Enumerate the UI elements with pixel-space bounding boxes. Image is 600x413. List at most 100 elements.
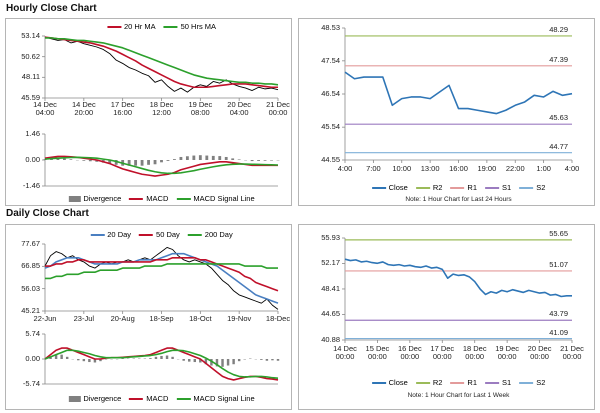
y-tick-label: 50.62	[21, 51, 40, 61]
series-line	[344, 71, 573, 115]
x-tick-label: 4:00	[337, 164, 353, 173]
divergence-bar	[199, 359, 202, 363]
legend-item: 50 Day	[139, 230, 180, 239]
legend-swatch	[163, 26, 178, 29]
divergence-bar	[127, 160, 131, 166]
y-tick-label: 0.00	[25, 354, 40, 363]
legend-swatch	[415, 382, 430, 385]
x-tick-label: 15 Dec 00:00	[365, 344, 390, 361]
legend-swatch	[450, 187, 465, 190]
x-tick-label: 4:00	[564, 164, 580, 173]
chart-note: Note: 1 Hour Chart for Last 1 Week	[407, 392, 510, 399]
series-line	[44, 349, 279, 379]
legend-swatch	[519, 382, 534, 385]
divergence-bar	[193, 359, 197, 363]
divergence-bar	[62, 158, 66, 160]
divergence-bar	[95, 160, 99, 162]
x-tick-label: 14 Dec 00:00	[333, 344, 357, 361]
legend-label: 50 Hrs MA	[180, 22, 217, 31]
x-tick-label: 22:00	[505, 164, 525, 173]
legend-label: Close	[388, 183, 408, 192]
divergence-bar	[134, 160, 138, 166]
panel	[5, 224, 292, 410]
legend-swatch	[485, 187, 499, 190]
pivot-label: 48.29	[549, 24, 568, 34]
legend-label: S2	[536, 183, 546, 192]
legend-label: R1	[467, 378, 477, 387]
legend-label: Divergence	[83, 194, 122, 203]
divergence-bar	[153, 160, 157, 165]
divergence-bar	[166, 160, 170, 161]
y-tick-label: 48.11	[21, 72, 40, 82]
x-tick-label: 18 Dec 12:00	[149, 100, 174, 117]
divergence-bar	[93, 359, 97, 363]
x-tick-label: 17 Dec 00:00	[430, 344, 455, 361]
legend-swatch	[139, 234, 154, 237]
x-tick-label: 1:00	[536, 164, 551, 173]
divergence-bar	[182, 359, 185, 361]
section-title: Daily Close Chart	[6, 208, 89, 219]
series-line	[344, 258, 572, 298]
legend-label: S2	[536, 378, 546, 387]
divergence-bar	[192, 155, 196, 160]
x-tick-label: 14 Dec 04:00	[33, 100, 57, 117]
divergence-bar	[43, 159, 47, 160]
x-tick-label: 18 Dec 00:00	[462, 344, 487, 361]
y-tick-label: 45.21	[21, 306, 40, 315]
divergence-bar	[54, 354, 58, 359]
divergence-bar	[260, 359, 263, 360]
divergence-bar	[271, 359, 274, 361]
x-tick-label: 20-Aug	[110, 314, 135, 323]
x-tick-label: 21 Dec 00:00	[560, 344, 584, 361]
x-tick-label: 14 Dec 20:00	[71, 100, 96, 117]
pivot-label: 43.79	[549, 309, 568, 319]
y-tick-label: 48.41	[321, 283, 340, 293]
x-tick-label: 23-Jul	[73, 314, 95, 323]
divergence-bar	[210, 359, 213, 366]
y-tick-label: 52.17	[321, 258, 340, 268]
legend-label: MACD Signal Line	[193, 194, 255, 203]
series-line	[45, 37, 279, 86]
x-tick-label: 13:00	[420, 164, 440, 173]
divergence-bar	[263, 160, 267, 161]
y-tick-label: 55.93	[321, 233, 340, 242]
legend-label: 20 Day	[107, 230, 132, 239]
legend-swatch	[371, 187, 386, 190]
legend-label: Divergence	[83, 394, 122, 403]
divergence-bar	[205, 155, 209, 160]
legend-item: S2	[519, 378, 545, 387]
legend-label: S1	[502, 378, 512, 387]
series-line	[44, 247, 279, 310]
divergence-bar	[232, 359, 235, 365]
divergence-bar	[185, 156, 189, 160]
series-line	[44, 36, 278, 89]
legend-label: MACD	[146, 394, 169, 403]
series-line	[44, 252, 279, 304]
y-tick-label: -5.74	[22, 379, 40, 388]
divergence-bar	[198, 155, 202, 160]
legend-item: R2	[415, 378, 442, 387]
legend-swatch	[450, 382, 465, 385]
divergence-bar	[165, 355, 169, 359]
x-tick-label: 16 Dec 00:00	[397, 344, 422, 361]
x-tick-label: 22-Jun	[33, 314, 57, 323]
divergence-bar	[250, 160, 254, 162]
divergence-bar	[160, 355, 163, 359]
legend-item: Divergence	[68, 194, 121, 203]
legend-item: R1	[450, 183, 477, 192]
pivot-label: 47.39	[549, 54, 568, 64]
divergence-bar	[114, 160, 118, 165]
divergence-bar	[257, 160, 261, 161]
legend-swatch	[68, 196, 81, 203]
y-tick-label: 0.00	[25, 155, 40, 164]
legend-label: R1	[467, 183, 477, 192]
legend-item: MACD	[129, 194, 168, 203]
y-tick-label: 44.65	[321, 309, 340, 319]
x-tick-label: 21 Dec 00:00	[266, 100, 290, 117]
legend-item: MACD Signal Line	[176, 394, 255, 403]
divergence-bar	[82, 359, 86, 362]
legend-item: R1	[450, 378, 477, 387]
divergence-bar	[88, 359, 91, 363]
legend-label: 20 Hr MA	[123, 22, 156, 31]
panel	[5, 18, 292, 206]
